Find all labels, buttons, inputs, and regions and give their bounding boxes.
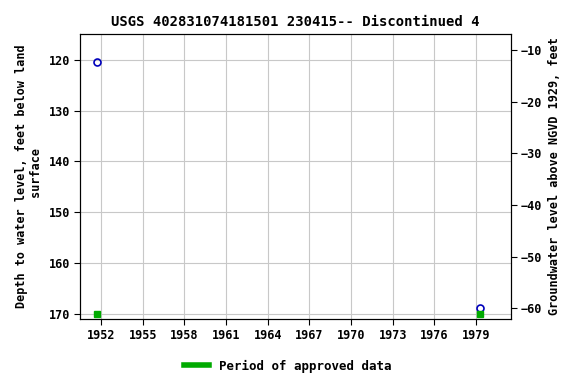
Y-axis label: Depth to water level, feet below land
 surface: Depth to water level, feet below land su… [15,45,43,308]
Y-axis label: Groundwater level above NGVD 1929, feet: Groundwater level above NGVD 1929, feet [548,38,561,315]
Title: USGS 402831074181501 230415-- Discontinued 4: USGS 402831074181501 230415-- Discontinu… [111,15,480,29]
Legend: Period of approved data: Period of approved data [179,355,397,378]
